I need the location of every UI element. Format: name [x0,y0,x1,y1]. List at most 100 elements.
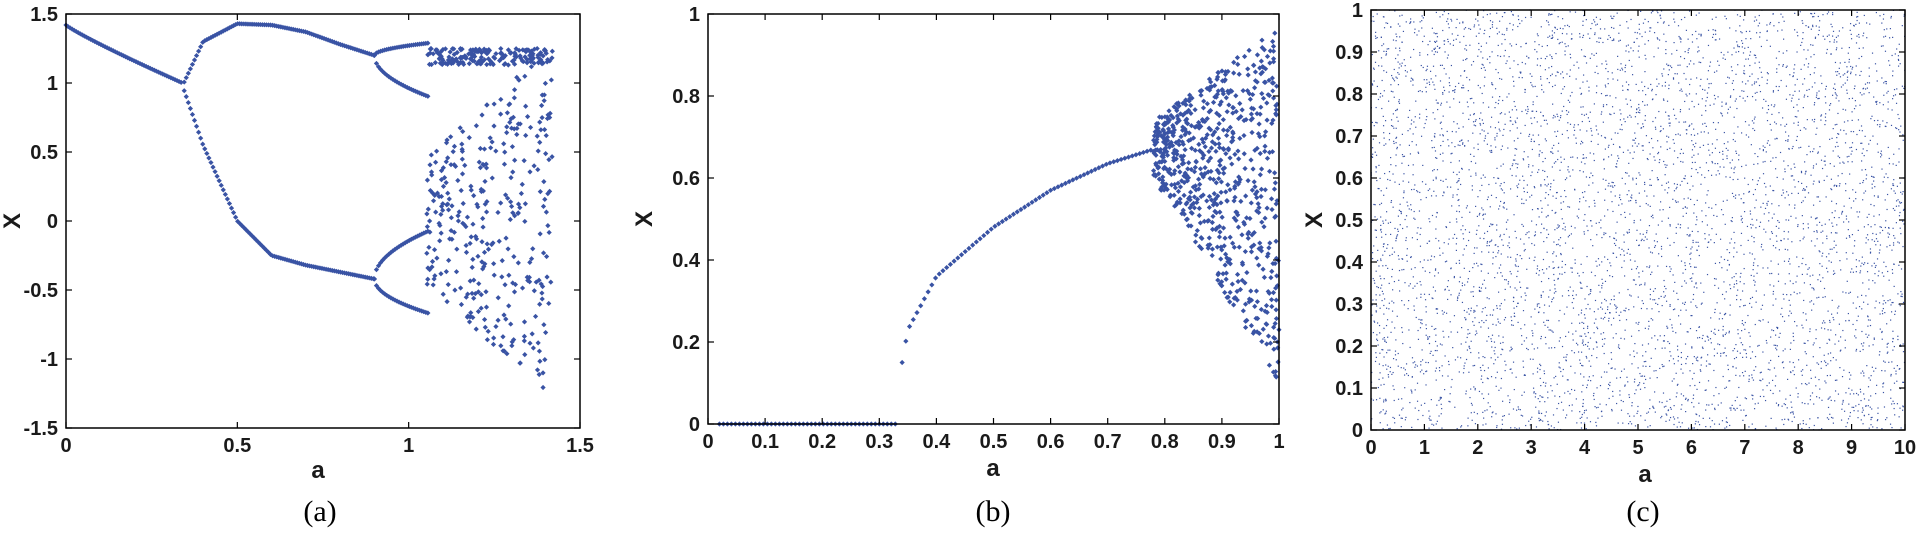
chart-c-point [1808,382,1810,384]
chart-c-point [1818,379,1820,381]
chart-c-point [1890,17,1892,19]
chart-a-point [69,26,75,32]
chart-c-point [1631,145,1634,147]
chart-b-point [1235,181,1241,187]
chart-a-point [511,337,517,343]
chart-c-point [1506,60,1508,62]
chart-b-points [716,30,1282,427]
chart-c-point [1544,415,1546,417]
chart-a-point [226,200,233,207]
chart-c-point [1375,121,1377,124]
chart-c-point [1454,89,1456,91]
chart-c-point [1770,336,1772,338]
chart-c-point [1624,216,1626,219]
chart-b-point [1256,209,1262,216]
chart-c-point [1377,187,1379,190]
chart-c-point [1396,234,1399,236]
chart-a-point [445,155,451,161]
chart-c-point [1745,134,1747,136]
chart-a-point [499,54,506,60]
chart-c-point [1721,113,1723,115]
chart-b-point [1154,147,1160,153]
chart-a-point [417,307,423,313]
chart-a-point [438,193,445,200]
chart-c-point [1457,188,1459,190]
chart-c-point [1878,214,1880,216]
chart-a-point [450,149,456,155]
chart-b-point [1177,196,1183,202]
chart-c-point [1528,231,1530,233]
chart-a-point [502,149,508,155]
chart-c-point [1546,176,1548,178]
chart-c-point [1739,276,1741,278]
chart-c-point [1610,138,1613,140]
chart-c-point [1710,174,1713,176]
chart-b-point [1272,30,1278,36]
chart-c-point [1674,308,1676,310]
chart-c-point [1649,365,1651,368]
chart-b-point [1171,104,1177,110]
chart-c-point [1444,355,1446,357]
chart-b-point [1258,166,1265,172]
chart-c-point [1744,304,1746,306]
chart-a-point [366,51,372,57]
chart-c-point [1807,403,1809,405]
chart-a-point [501,161,508,167]
chart-a-point [511,254,517,260]
chart-c-point [1880,150,1882,152]
chart-c-point [1564,190,1566,192]
chart-c-point [1535,110,1538,113]
chart-b-point [1236,156,1242,162]
chart-c-point [1767,200,1769,203]
chart-c-point [1566,354,1568,356]
chart-a-point [529,256,535,262]
chart-a-point [475,253,481,259]
chart-c-point [1902,405,1904,407]
chart-b-point [1251,62,1257,69]
chart-c-point [1855,392,1858,395]
chart-c-point [1702,347,1704,350]
chart-c-point [1582,154,1584,156]
chart-c-point [1721,105,1723,107]
chart-a-point [486,47,493,54]
chart-c-point [1413,210,1415,213]
chart-c-point [1679,134,1681,136]
chart-c-point [1391,300,1393,302]
chart-c-point [1502,336,1504,338]
chart-c-point [1796,325,1798,327]
chart-c-point [1401,62,1403,64]
chart-b-point [1171,151,1177,157]
chart-c-point [1385,54,1387,56]
chart-c-point [1842,27,1844,29]
chart-a-point [438,168,445,174]
chart-c-point [1806,154,1808,156]
chart-c-point [1797,393,1799,395]
chart-c-point [1479,28,1481,30]
chart-c-point [1510,368,1512,370]
chart-c-point [1803,342,1805,344]
chart-c-point [1611,106,1614,108]
chart-b-point [1214,110,1220,116]
chart-c-point [1896,185,1899,187]
chart-c-point [1474,317,1476,319]
chart-c-point [1601,236,1603,239]
chart-c-point [1568,234,1571,237]
chart-c-point [1435,75,1437,77]
chart-a-point [538,127,544,133]
chart-c-point [1851,406,1853,408]
chart-b-point [1188,102,1194,109]
chart-b-point [1216,234,1223,240]
chart-b-point [1262,187,1268,193]
chart-c-point [1650,357,1652,359]
chart-c-point [1386,352,1388,354]
chart-c-point [1550,329,1552,331]
chart-c-point [1418,117,1421,119]
chart-c-point [1726,421,1728,424]
chart-a-point [500,334,506,340]
chart-c-point [1864,83,1867,85]
chart-c-point [1496,27,1498,29]
chart-a-point [427,46,433,52]
chart-c-point [1821,255,1823,257]
chart-c-point [1478,214,1480,216]
chart-c-point [1577,272,1579,274]
